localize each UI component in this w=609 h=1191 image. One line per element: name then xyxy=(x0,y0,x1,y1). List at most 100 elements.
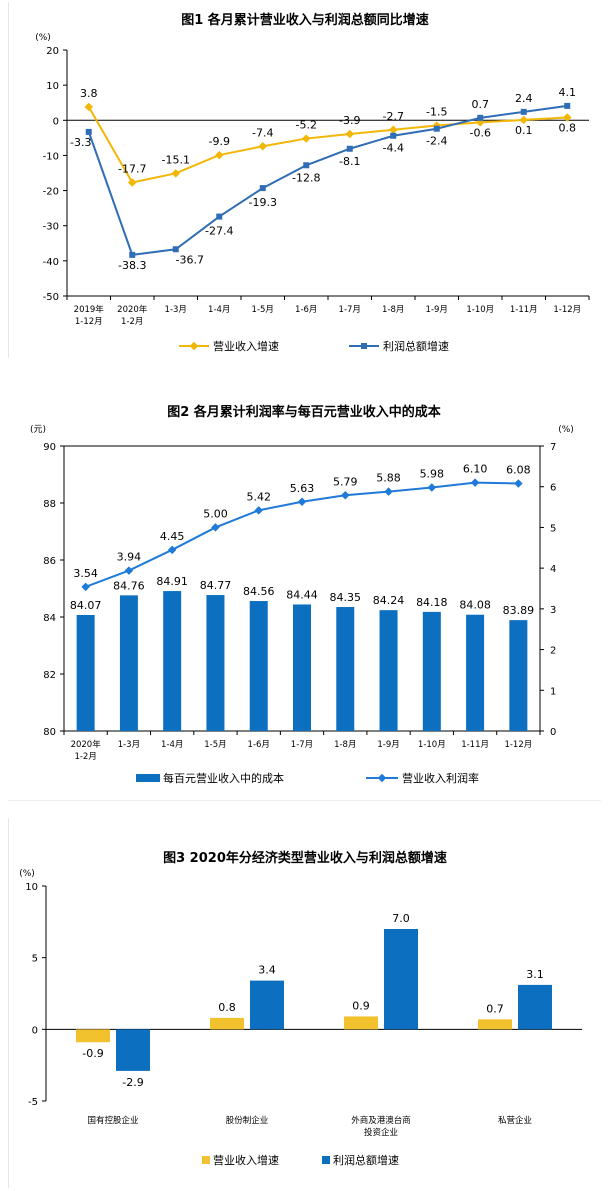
y-tick-label: -30 xyxy=(43,222,59,233)
x-category-label: 1-7月 xyxy=(291,740,313,750)
profit-margin-label: 5.63 xyxy=(290,482,315,495)
revenue-growth-label: 0.7 xyxy=(486,1002,504,1015)
x-category-label: 1-8月 xyxy=(382,305,404,315)
x-category-label: 2020年 1-2月 xyxy=(71,739,102,762)
cost-bar xyxy=(76,615,95,731)
legend-profit-label: 利润总额增速 xyxy=(383,339,449,353)
profit-growth-point xyxy=(390,132,397,139)
legend-revenue-label: 营业收入增速 xyxy=(213,339,279,353)
figure-2-panel: 图2 各月累计利润率与每百元营业收入中的成本 (元) (%) 90 88 86 84 82 80… xyxy=(8,398,601,801)
cost-bar-label: 84.91 xyxy=(156,575,188,588)
cost-bar xyxy=(379,610,398,731)
profit-growth-point xyxy=(520,108,527,115)
profit-growth-label: -2.4 xyxy=(426,135,447,148)
legend-profit-marker xyxy=(361,343,367,349)
profit-margin-label: 5.00 xyxy=(203,507,228,520)
right-axis-unit: (%) xyxy=(558,425,574,435)
x-category-label: 1-7月 xyxy=(339,305,361,315)
cost-bar xyxy=(293,604,311,731)
right-tick-label: 1 xyxy=(550,686,556,697)
profit-margin-label: 4.45 xyxy=(160,530,185,543)
cost-bar-label: 84.18 xyxy=(416,596,448,609)
revenue-growth-bar xyxy=(478,1019,512,1030)
x-category-label: 1-4月 xyxy=(161,740,183,750)
y-axis-unit: (%) xyxy=(19,869,35,879)
right-tick-label: 2 xyxy=(550,646,556,657)
legend-profit-marker xyxy=(322,1156,330,1164)
revenue-growth-label: -17.7 xyxy=(118,162,146,175)
right-tick-label: 4 xyxy=(550,564,556,575)
profit-margin-point xyxy=(470,478,480,487)
revenue-growth-label: 0.9 xyxy=(352,999,370,1012)
revenue-growth-label: -7.4 xyxy=(252,126,273,139)
profit-growth-point xyxy=(433,125,440,132)
profit-growth-label: 7.0 xyxy=(392,912,410,925)
x-category-label: 1-3月 xyxy=(165,305,187,315)
figure-3-panel: 图3 2020年分经济类型营业收入与利润总额增速 (%) 10 5 0 -5 国有控股企业 股… xyxy=(8,818,602,1188)
y-axis-unit: (%) xyxy=(35,33,51,43)
right-tick-label: 7 xyxy=(550,442,556,453)
profit-growth-label: -12.8 xyxy=(292,171,320,184)
profit-margin-point xyxy=(297,497,307,507)
x-category-label: 国有控股企业 xyxy=(87,1115,138,1126)
x-category-label: 1-5月 xyxy=(204,740,226,750)
profit-margin-point xyxy=(167,545,177,555)
profit-growth-point xyxy=(129,251,136,258)
x-category-label: 1-11月 xyxy=(461,740,489,750)
x-category-label: 1-10月 xyxy=(466,305,494,315)
y-tick-label: 10 xyxy=(46,81,59,92)
profit-growth-point xyxy=(564,102,571,109)
legend-margin-marker xyxy=(377,773,387,783)
left-tick-label: 86 xyxy=(43,556,56,567)
cost-bar xyxy=(422,611,441,731)
cost-bar xyxy=(249,601,268,731)
y-tick-label: -5 xyxy=(28,1097,38,1108)
profit-margin-label: 6.08 xyxy=(506,463,531,476)
revenue-growth-label: 0.1 xyxy=(515,124,533,137)
revenue-growth-bar xyxy=(344,1016,378,1030)
revenue-growth-bar xyxy=(210,1017,244,1030)
y-tick-label: -50 xyxy=(43,292,59,303)
x-category-label: 1-9月 xyxy=(426,305,448,315)
profit-margin-point xyxy=(124,566,134,575)
cost-bar-label: 84.07 xyxy=(70,599,102,612)
revenue-growth-point xyxy=(345,129,354,139)
x-category-label: 2019年 1-12月 xyxy=(74,304,105,327)
profit-margin-point xyxy=(384,487,393,496)
figure-2-chart: 图2 各月累计利润率与每百元营业收入中的成本 (元) (%) 90 88 86 84 82 80… xyxy=(30,404,574,785)
profit-growth-label: -36.7 xyxy=(176,253,204,266)
profit-growth-label: -27.4 xyxy=(205,225,233,238)
profit-growth-line xyxy=(87,104,568,256)
revenue-growth-point xyxy=(258,142,267,151)
chart-title: 图2 各月累计利润率与每百元营业收入中的成本 xyxy=(167,404,441,420)
profit-growth-label: -19.3 xyxy=(249,196,277,209)
x-category-label: 1-6月 xyxy=(248,740,270,750)
cost-bar-label: 84.76 xyxy=(113,579,145,592)
revenue-growth-label: -9.9 xyxy=(209,135,230,148)
profit-margin-point xyxy=(427,483,437,492)
profit-margin-label: 6.10 xyxy=(463,463,488,476)
profit-growth-label: -4.4 xyxy=(383,142,404,155)
profit-margin-label: 5.42 xyxy=(246,490,271,503)
left-tick-label: 84 xyxy=(43,613,56,624)
revenue-growth-label: -3.9 xyxy=(339,114,360,127)
x-category-label: 1-11月 xyxy=(510,305,538,315)
right-tick-label: 6 xyxy=(550,483,556,494)
cost-bar-label: 84.24 xyxy=(373,594,405,607)
y-tick-label: -10 xyxy=(43,151,59,162)
figure-1-panel: 图1 各月累计营业收入与利润总额同比增速 (%) 20 10 0 -10 -20 -30 -40… xyxy=(8,2,602,358)
revenue-growth-label: -15.1 xyxy=(162,153,190,166)
y-tick-label: 5 xyxy=(32,954,38,965)
chart-title: 图3 2020年分经济类型营业收入与利润总额增速 xyxy=(163,850,447,866)
y-tick-label: 0 xyxy=(32,1025,38,1036)
revenue-growth-point xyxy=(128,178,137,187)
profit-growth-label: 3.4 xyxy=(258,964,276,977)
profit-margin-point xyxy=(514,479,523,488)
revenue-growth-label: -0.6 xyxy=(470,126,491,139)
legend-revenue-marker xyxy=(189,341,199,351)
left-tick-label: 88 xyxy=(43,499,56,510)
revenue-growth-point xyxy=(84,102,93,112)
profit-margin-label: 3.94 xyxy=(117,551,142,564)
legend-cost-label: 每百元营业收入中的成本 xyxy=(163,771,284,785)
revenue-growth-label: 0.8 xyxy=(559,121,577,134)
